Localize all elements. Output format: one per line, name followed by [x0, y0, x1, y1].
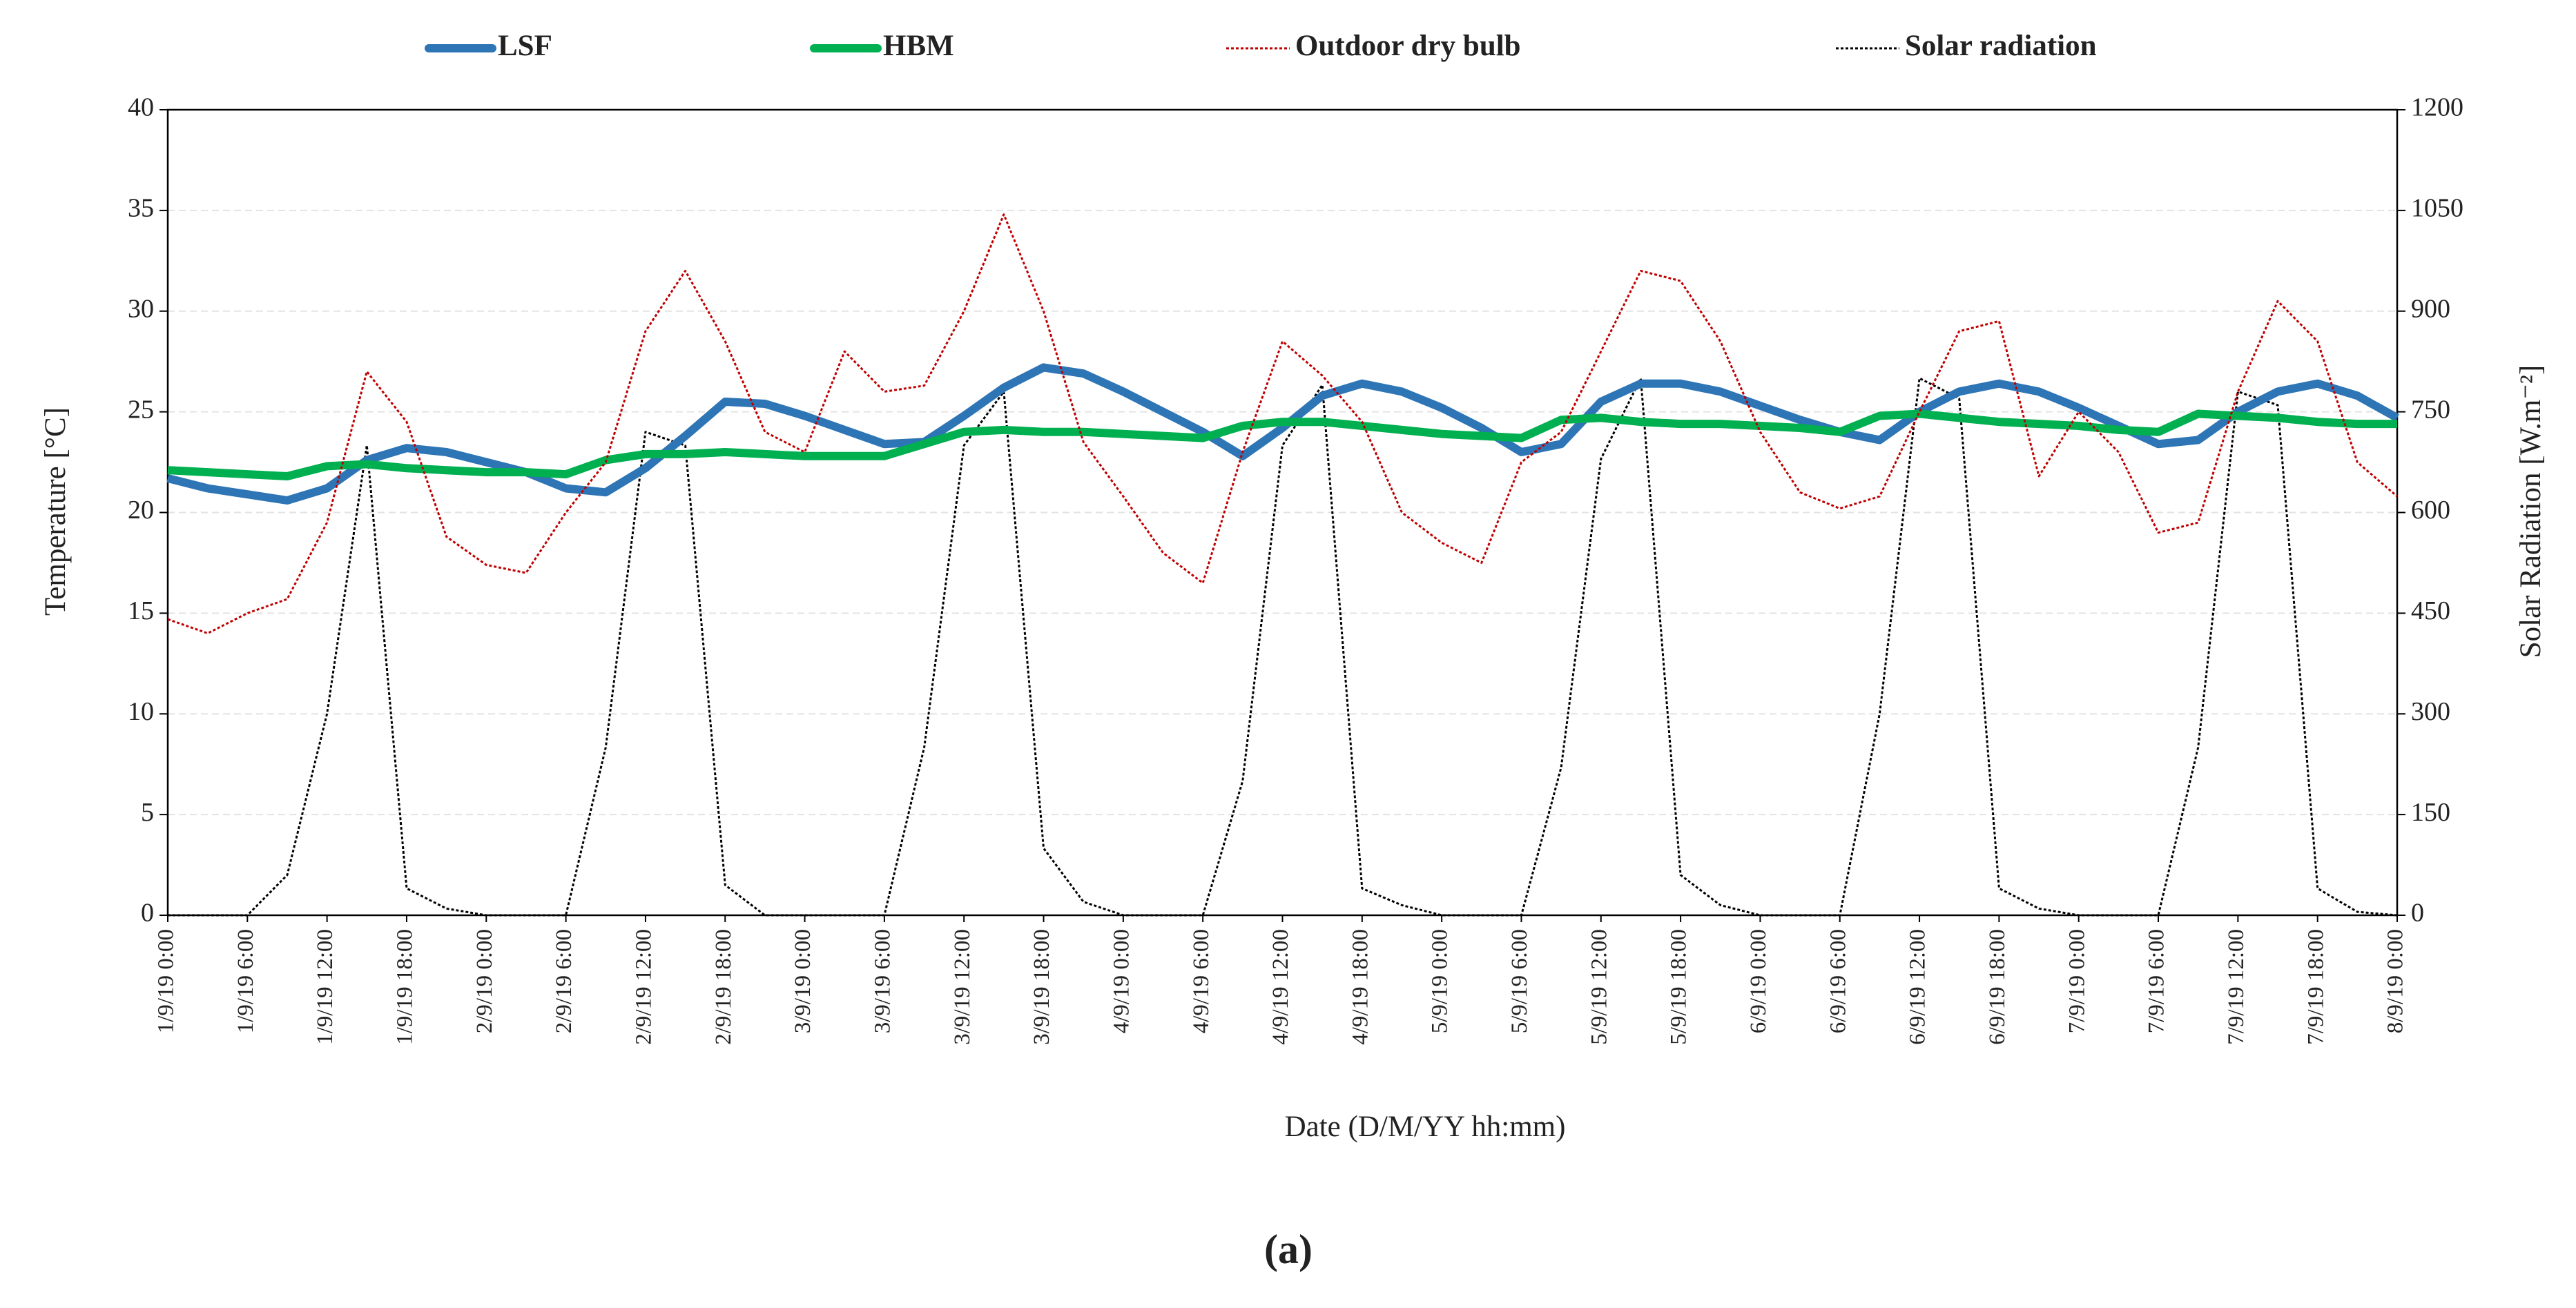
x-tick-label: 6/9/19 0:00 [1746, 929, 1771, 1033]
series-line [166, 363, 2399, 505]
x-tick-label: 6/9/19 12:00 [1906, 929, 1930, 1045]
y2-tick-label: 0 [2411, 899, 2424, 928]
y-tick-label: 0 [141, 899, 154, 928]
y2-tick-label: 450 [2411, 596, 2450, 625]
plot-frame [166, 108, 2399, 917]
x-tick-label: 4/9/19 6:00 [1189, 929, 1214, 1033]
x-tick-label: 6/9/19 18:00 [1985, 929, 2010, 1045]
x-tick-label: 5/9/19 18:00 [1667, 929, 1692, 1045]
y-tick-label: 25 [128, 395, 154, 424]
x-tick-label: 4/9/19 12:00 [1268, 929, 1293, 1045]
x-tick-label: 4/9/19 18:00 [1348, 929, 1373, 1045]
x-tick-label: 3/9/19 12:00 [950, 929, 975, 1045]
y2-tick-label: 600 [2411, 496, 2450, 525]
x-tick-label: 6/9/19 6:00 [1826, 929, 1850, 1033]
y2-tick-label: 900 [2411, 294, 2450, 323]
y2-tick-label: 750 [2411, 395, 2450, 424]
series-line [168, 377, 2398, 917]
x-axis-title: Date (D/M/YY hh:mm) [1285, 1111, 1566, 1143]
y-tick-label: 5 [141, 798, 154, 827]
y-tick-label: 35 [128, 194, 154, 223]
x-tick-label: 2/9/19 0:00 [472, 929, 497, 1033]
y2-axis-title: Solar Radiation [W.m⁻²] [2515, 365, 2547, 658]
y-tick-label: 10 [128, 697, 154, 726]
x-tick-label: 7/9/19 0:00 [2064, 929, 2089, 1033]
x-tick-label: 5/9/19 12:00 [1587, 929, 1611, 1045]
legend-label: LSF [498, 30, 552, 62]
x-tick-label: 1/9/19 18:00 [393, 929, 418, 1045]
y-tick-label: 20 [128, 496, 154, 525]
y-tick-label: 40 [128, 93, 154, 122]
x-tick-label: 7/9/19 12:00 [2224, 929, 2249, 1045]
x-tick-label: 1/9/19 6:00 [233, 929, 258, 1033]
x-tick-label: 4/9/19 0:00 [1109, 929, 1134, 1033]
y2-tick-label: 1200 [2411, 93, 2463, 122]
x-tick-label: 3/9/19 6:00 [870, 929, 895, 1033]
y-tick-label: 15 [128, 596, 154, 625]
x-tick-label: 2/9/19 18:00 [711, 929, 736, 1045]
y2-tick-label: 150 [2411, 798, 2450, 827]
x-tick-label: 5/9/19 0:00 [1428, 929, 1453, 1033]
series-line [167, 213, 2398, 634]
x-tick-label: 7/9/19 6:00 [2144, 929, 2169, 1033]
x-tick-label: 7/9/19 18:00 [2303, 929, 2328, 1045]
x-tick-label: 5/9/19 6:00 [1507, 929, 1532, 1033]
y2-tick-label: 1050 [2411, 194, 2463, 223]
x-tick-label: 2/9/19 12:00 [632, 929, 657, 1045]
legend-label: Outdoor dry bulb [1295, 30, 1521, 62]
y2-tick-label: 300 [2411, 697, 2450, 726]
x-tick-label: 2/9/19 6:00 [552, 929, 577, 1033]
caption: (a) [1264, 1227, 1313, 1272]
x-tick-label: 1/9/19 12:00 [313, 929, 338, 1045]
y-tick-label: 30 [128, 294, 154, 323]
y-axis-title: Temperature [°C] [39, 407, 72, 616]
x-tick-label: 1/9/19 0:00 [154, 929, 179, 1033]
legend-label: Solar radiation [1905, 30, 2097, 62]
series-line [167, 409, 2397, 480]
x-tick-label: 8/9/19 0:00 [2383, 929, 2408, 1033]
legend-label: HBM [883, 30, 954, 62]
x-tick-label: 3/9/19 18:00 [1029, 929, 1054, 1045]
x-tick-label: 3/9/19 0:00 [791, 929, 815, 1033]
